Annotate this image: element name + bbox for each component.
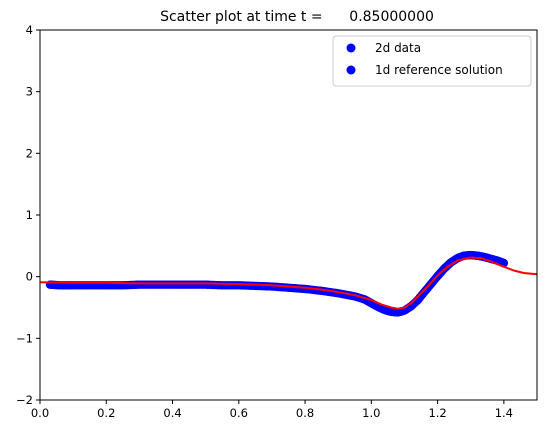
y-tick-label: −1 (16, 331, 33, 345)
y-tick-label: 1 (26, 208, 33, 222)
y-tick-label: −2 (16, 393, 33, 407)
plot-frame (39, 29, 538, 401)
plot-area (40, 250, 537, 317)
x-tick-label: 0.8 (296, 406, 314, 420)
x-tick-label: 1.4 (495, 406, 513, 420)
legend-label: 1d reference solution (375, 63, 503, 77)
x-tick-label: 1.2 (428, 406, 446, 420)
y-tick-label: 2 (26, 146, 33, 160)
x-tick-label: 0.4 (163, 406, 181, 420)
x-tick-label: 1.0 (362, 406, 380, 420)
legend-marker (346, 65, 356, 75)
y-tick-label: 4 (26, 23, 33, 37)
x-tick-label: 0.6 (230, 406, 248, 420)
x-axis: 0.0 0.2 0.4 0.6 0.8 1.0 1.2 1.4 (31, 400, 513, 420)
legend-box (332, 35, 532, 87)
y-axis: −2 −1 0 1 2 3 4 (16, 23, 40, 407)
reference-solution-line (40, 256, 537, 310)
x-tick-label: 0.2 (97, 406, 115, 420)
legend-marker (346, 43, 356, 53)
legend: 2d data 1d reference solution (332, 35, 532, 87)
y-tick-label: 0 (26, 270, 33, 284)
x-tick-label: 0.0 (31, 406, 49, 420)
legend-label: 2d data (375, 41, 421, 55)
y-tick-label: 3 (26, 85, 33, 99)
chart-title: Scatter plot at time t = 0.85000000 (160, 9, 434, 25)
